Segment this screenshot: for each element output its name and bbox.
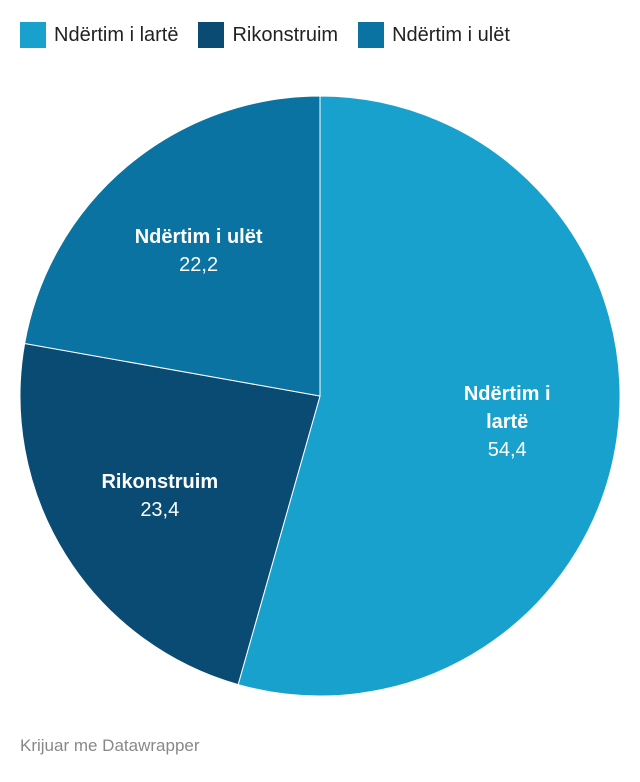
pie-slice xyxy=(237,95,621,697)
legend-swatch xyxy=(358,22,385,48)
slice-label: Ndërtim i ulët 22,2 xyxy=(134,223,264,279)
legend-item: Rikonstruim xyxy=(198,22,338,48)
legend-label: Rikonstruim xyxy=(232,23,339,46)
slice-value: 23,4 xyxy=(140,499,180,522)
slice-value: 22,2 xyxy=(179,254,219,277)
legend-item: Ndërtim i ulët xyxy=(358,22,510,48)
slice-value: 54,4 xyxy=(487,439,527,462)
slice-name: Ndërtim i ulët xyxy=(134,226,263,249)
legend-swatch xyxy=(20,22,46,48)
legend-label: Ndërtim i ulët xyxy=(392,23,510,46)
legend: Ndërtim i lartë Rikonstruim Ndërtim i ulët xyxy=(20,22,510,48)
slice-label: Ndërtim i lartë 54,4 xyxy=(442,380,572,464)
footer: Krijuar me Datawrapper xyxy=(20,736,200,755)
pie-slice xyxy=(24,95,321,397)
slice-name: Ndërtim i lartë xyxy=(463,383,551,434)
pie-slice xyxy=(19,342,321,686)
legend-label: Ndërtim i lartë xyxy=(54,23,179,46)
legend-item: Ndërtim i lartë xyxy=(20,22,178,48)
slice-label: Rikonstruim 23,4 xyxy=(95,468,225,524)
slice-name: Rikonstruim xyxy=(101,471,219,494)
legend-swatch xyxy=(198,22,225,48)
